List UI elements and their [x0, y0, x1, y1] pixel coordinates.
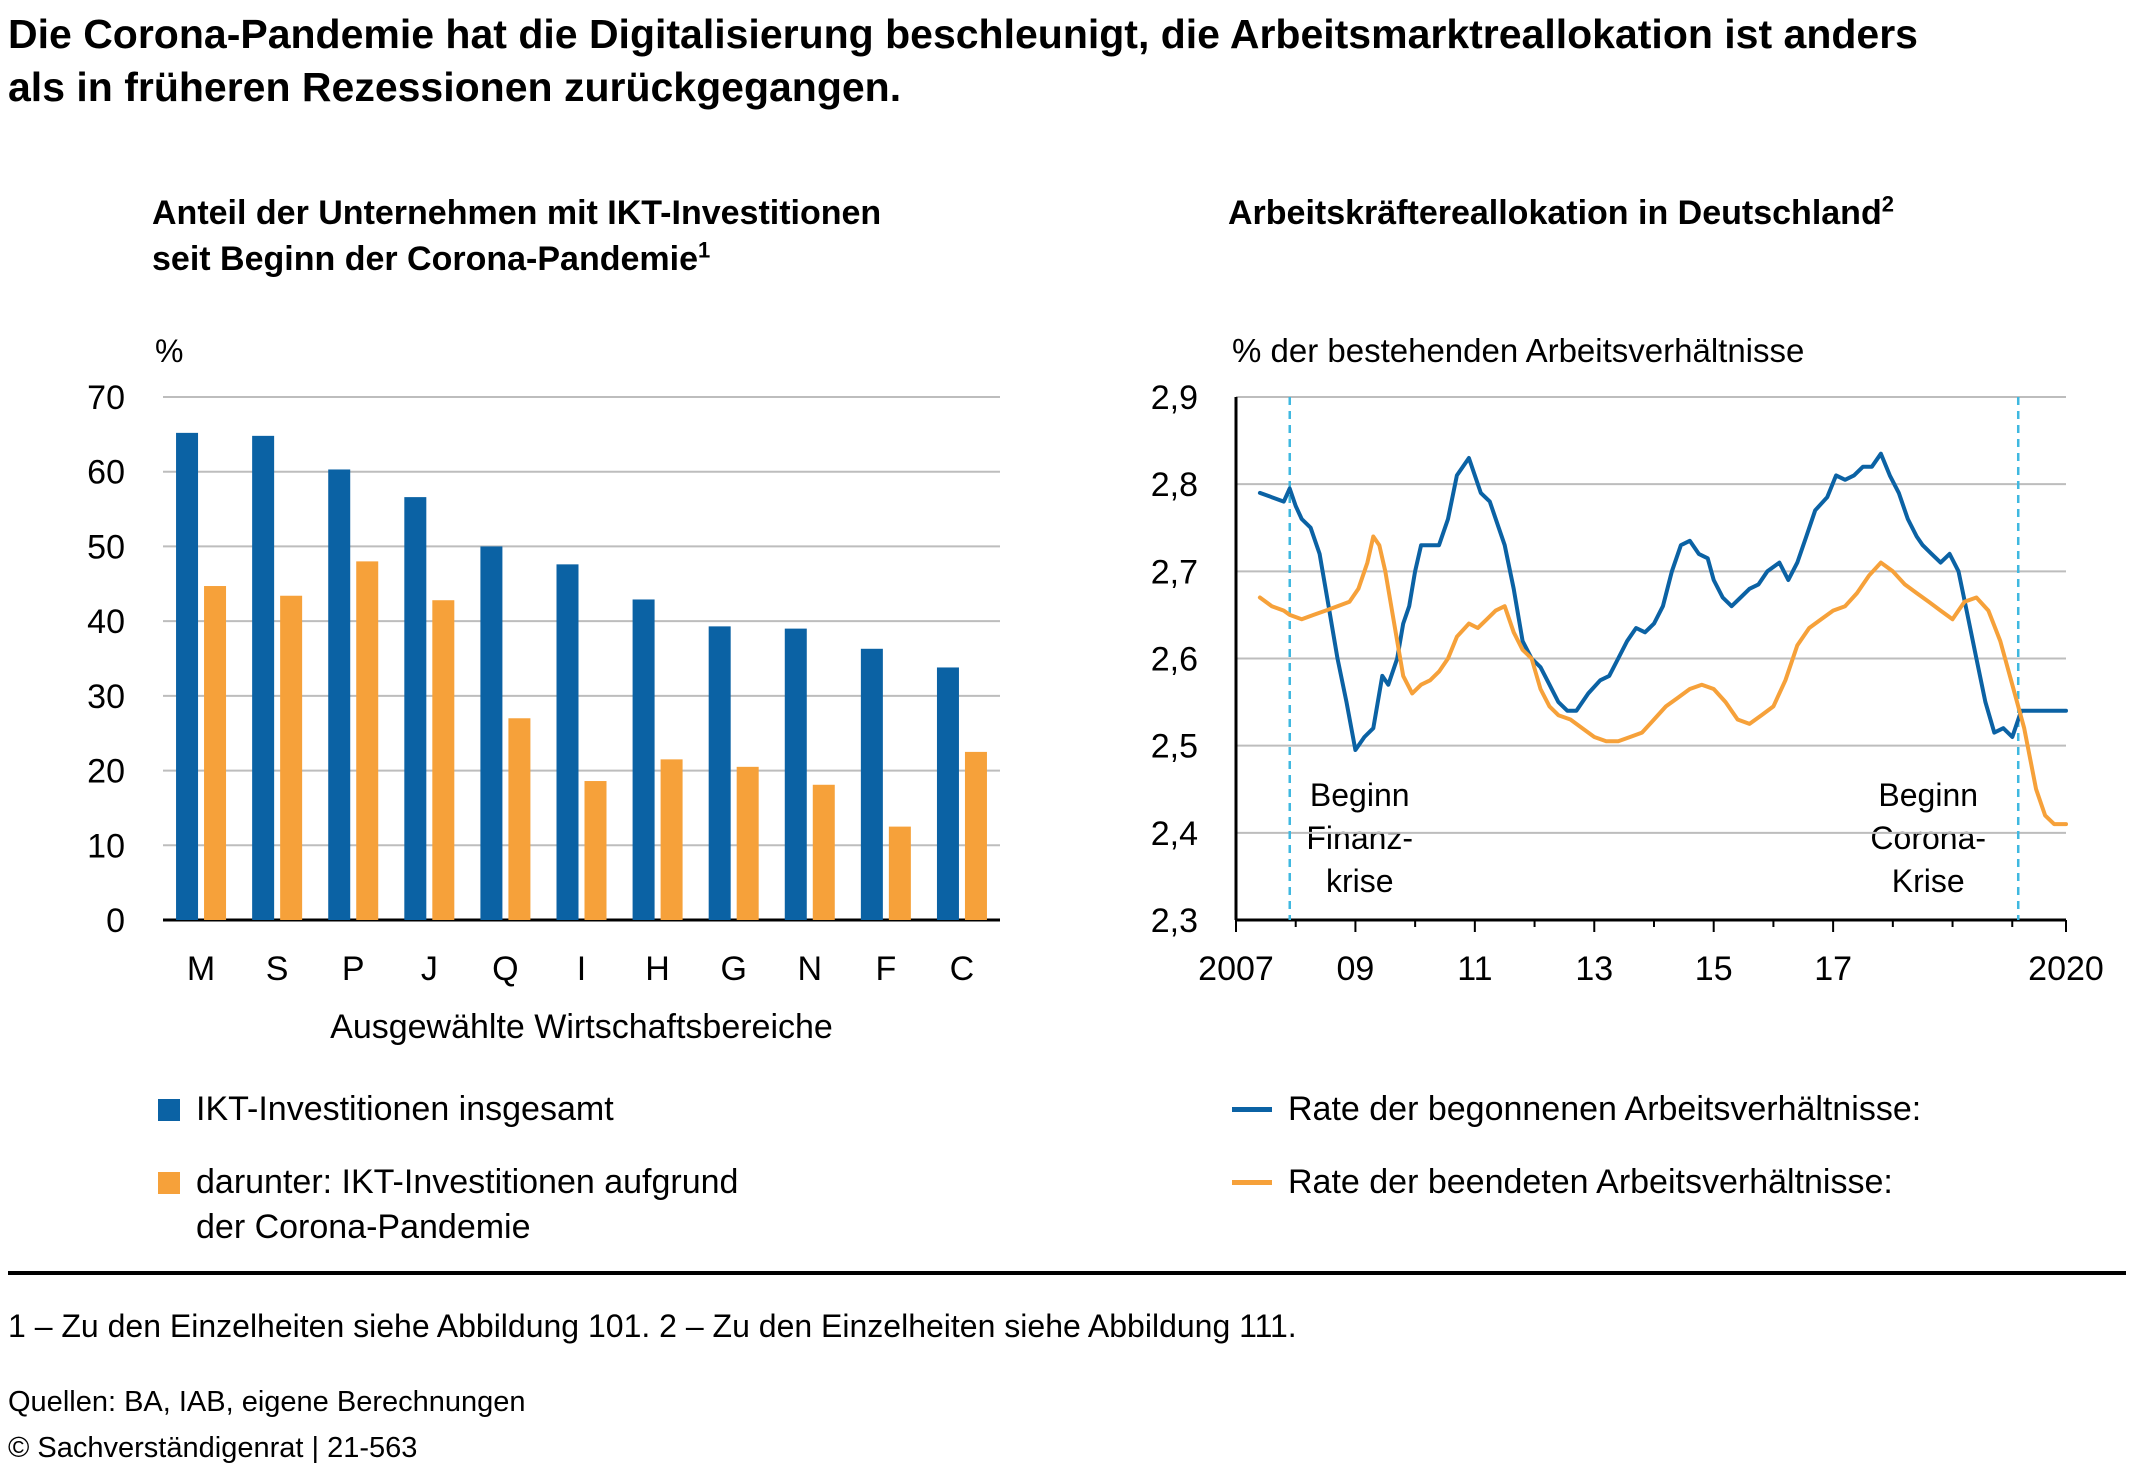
x-tick-label: H [645, 950, 670, 988]
annotation-finanzkrise-line1: Beginn [1310, 777, 1410, 813]
legend-line-orange [1232, 1180, 1272, 1185]
x-tick-label: G [720, 950, 746, 988]
series-line-beendete [1257, 534, 2068, 827]
bar-ikt-total [176, 432, 199, 920]
bar-ikt-corona [660, 759, 683, 920]
legend-item-begonnene: Rate der begonnenen Arbeitsverhältnisse: [1232, 1087, 1921, 1132]
main-title-line1: Die Corona-Pandemie hat die Digitalisier… [8, 11, 1918, 57]
x-tick-label: 15 [1695, 950, 1733, 988]
legend-item-ikt-corona: darunter: IKT-Investitionen aufgrund der… [158, 1160, 738, 1250]
main-title-line2: als in früheren Rezessionen zurückgegang… [8, 64, 902, 110]
x-tick-label: 11 [1457, 950, 1492, 988]
legend-label: Rate der begonnenen Arbeitsverhältnisse: [1288, 1090, 1922, 1128]
left-panel-title: Anteil der Unternehmen mit IKT-Investiti… [152, 190, 881, 282]
annotation-finanzkrise-line2: Finanz- [1306, 820, 1413, 856]
x-tick-label: S [266, 950, 289, 988]
annotation-corona-line1: Beginn [1878, 777, 1978, 813]
legend-label: IKT-Investitionen insgesamt [196, 1090, 614, 1128]
left-x-axis-label: Ausgewählte Wirtschaftsbereiche [330, 1008, 833, 1046]
annotation-corona-line3: Krise [1892, 863, 1965, 899]
right-panel-title: Arbeitskräftereallokation in Deutschland… [1228, 190, 1894, 236]
y-tick-label: 2,5 [1151, 728, 1198, 766]
bar-ikt-total [632, 599, 655, 920]
footer-divider [8, 1271, 2126, 1275]
bar-ikt-corona [204, 586, 227, 920]
left-panel-title-line1: Anteil der Unternehmen mit IKT-Investiti… [152, 194, 882, 232]
x-tick-label: J [421, 950, 438, 988]
y-tick-label: 70 [87, 379, 125, 417]
legend-swatch-blue [158, 1099, 180, 1121]
y-tick-label: 0 [106, 902, 125, 940]
left-panel-title-line2: seit Beginn der Corona-Pandemie [152, 240, 698, 278]
y-tick-label: 2,8 [1151, 466, 1198, 504]
annotation-finanzkrise-line3: krise [1326, 863, 1394, 899]
left-panel-title-sup: 1 [698, 237, 711, 263]
bar-ikt-total [252, 435, 275, 920]
bar-ikt-total [328, 469, 351, 920]
y-tick-label: 50 [87, 528, 125, 566]
legend-label: Rate der beendeten Arbeitsverhältnisse: [1288, 1163, 1893, 1201]
x-tick-label: M [187, 950, 215, 988]
bar-ikt-total [556, 564, 579, 920]
bar-ikt-corona [280, 595, 303, 920]
left-unit-label: % [155, 333, 183, 369]
bar-ikt-total [784, 628, 807, 920]
y-tick-label: 40 [87, 603, 125, 641]
bar-ikt-corona [432, 600, 455, 920]
series-line-begonnene [1257, 451, 2068, 752]
bar-ikt-total [936, 667, 959, 920]
right-unit-label: % der bestehenden Arbeitsverhältnisse [1232, 332, 1804, 369]
footnote: 1 – Zu den Einzelheiten siehe Abbildung … [8, 1308, 1297, 1344]
y-tick-label: 20 [87, 753, 125, 791]
legend-label: darunter: IKT-Investitionen aufgrund der… [196, 1163, 739, 1246]
x-tick-label: N [797, 950, 822, 988]
annotation-corona-line2: Corona- [1870, 820, 1986, 856]
y-tick-label: 60 [87, 454, 125, 492]
x-tick-label: I [577, 950, 586, 988]
copyright-line: © Sachverständigenrat | 21-563 [8, 1432, 418, 1464]
x-tick-label: 13 [1575, 950, 1613, 988]
y-tick-label: 2,4 [1151, 815, 1198, 853]
x-tick-label: F [875, 950, 896, 988]
y-tick-label: 2,7 [1151, 553, 1198, 591]
right-panel-title-text: Arbeitskräftereallokation in Deutschland [1228, 194, 1882, 232]
bar-ikt-total [860, 648, 883, 920]
legend-item-beendete: Rate der beendeten Arbeitsverhältnisse: [1232, 1160, 1893, 1205]
sources-line: Quellen: BA, IAB, eigene Berechnungen [8, 1386, 526, 1418]
right-panel-title-sup: 2 [1881, 191, 1894, 217]
legend-item-ikt-total: IKT-Investitionen insgesamt [158, 1087, 614, 1132]
bar-ikt-corona [964, 751, 987, 920]
bar-ikt-total [708, 626, 731, 920]
bar-ikt-corona [508, 718, 531, 920]
legend-line-blue [1232, 1107, 1272, 1112]
x-tick-label: 2007 [1198, 950, 1274, 988]
x-tick-label: 09 [1337, 950, 1375, 988]
x-tick-label: 17 [1814, 950, 1852, 988]
main-title: Die Corona-Pandemie hat die Digitalisier… [8, 8, 2123, 114]
bar-ikt-corona [888, 826, 911, 920]
legend-swatch-orange [158, 1172, 180, 1194]
y-tick-label: 2,6 [1151, 641, 1198, 679]
bar-ikt-total [480, 546, 503, 920]
x-tick-label: Q [492, 950, 518, 988]
bar-ikt-corona [812, 784, 835, 920]
y-tick-label: 2,9 [1151, 379, 1198, 417]
y-tick-label: 30 [87, 678, 125, 716]
y-tick-label: 2,3 [1151, 902, 1198, 940]
x-tick-label: P [342, 950, 365, 988]
bar-ikt-total [404, 497, 427, 920]
x-tick-label: C [950, 950, 975, 988]
bar-ikt-corona [356, 561, 379, 920]
bar-ikt-corona [584, 781, 607, 920]
bar-ikt-corona [736, 766, 759, 920]
x-tick-label: 2020 [2028, 950, 2104, 988]
y-tick-label: 10 [87, 827, 125, 865]
